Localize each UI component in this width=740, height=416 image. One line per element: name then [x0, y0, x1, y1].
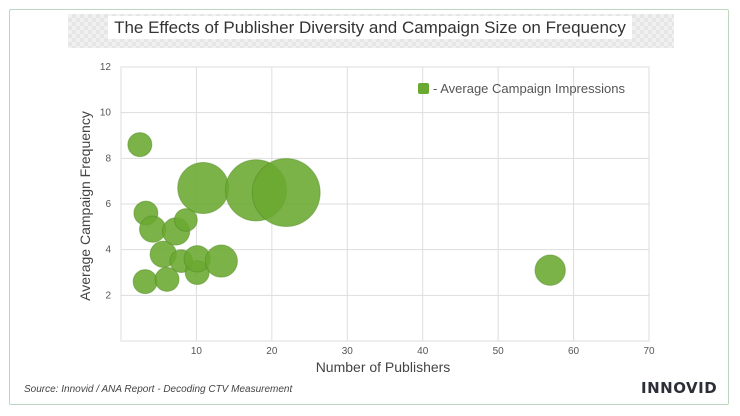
chart-frame	[9, 9, 729, 405]
x-tick-label: 10	[191, 346, 203, 357]
bubble-point	[534, 254, 566, 286]
bubble-point	[132, 269, 158, 295]
bubble-point	[139, 215, 167, 243]
x-tick-label: 30	[342, 346, 354, 357]
x-tick-label: 40	[417, 346, 429, 357]
y-tick-label: 12	[100, 62, 112, 73]
chart-title: The Effects of Publisher Diversity and C…	[108, 16, 632, 39]
x-axis-label: Number of Publishers	[316, 359, 451, 375]
bubble-point	[204, 244, 238, 278]
y-tick-label: 10	[100, 108, 112, 119]
x-tick-label: 70	[643, 346, 655, 357]
legend-swatch	[418, 83, 429, 94]
y-tick-label: 2	[105, 290, 111, 301]
bubble-point	[173, 208, 198, 232]
y-axis-ticks: 2 4 6 8 10 12	[100, 62, 112, 301]
y-tick-label: 6	[105, 199, 111, 210]
chart-title-container: The Effects of Publisher Diversity and C…	[0, 16, 740, 39]
bubble-point	[127, 132, 153, 158]
x-axis-ticks: 10 20 30 40 50 60 70	[191, 346, 655, 357]
x-tick-label: 50	[493, 346, 505, 357]
y-axis-label: Average Campaign Frequency	[77, 111, 93, 301]
y-tick-label: 4	[105, 245, 111, 256]
y-tick-label: 8	[105, 153, 111, 164]
bubble-point	[251, 158, 321, 228]
x-tick-label: 20	[266, 346, 278, 357]
legend: - Average Campaign Impressions	[418, 81, 625, 96]
source-note: Source: Innovid / ANA Report - Decoding …	[24, 384, 293, 395]
bubble-point	[154, 266, 180, 292]
bubbles	[127, 132, 566, 295]
legend-label: - Average Campaign Impressions	[433, 81, 625, 96]
bubble-point	[177, 162, 230, 214]
x-tick-label: 60	[568, 346, 580, 357]
innovid-logo: INNOVID	[641, 379, 718, 397]
